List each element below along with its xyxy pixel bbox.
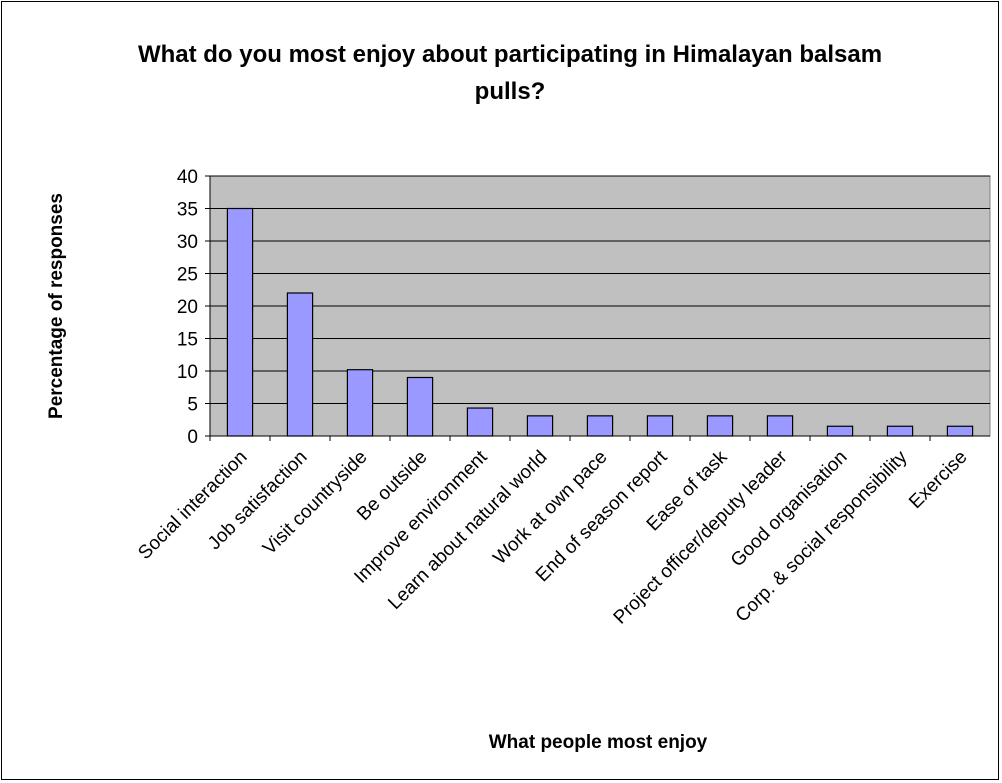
y-tick-label: 20 [177, 297, 198, 318]
bar [946, 425, 974, 437]
x-tick-label: Good organisation [727, 447, 852, 572]
y-tick-label: 40 [177, 167, 198, 188]
bar [226, 207, 254, 437]
bar [466, 407, 494, 437]
y-axis-label: Percentage of responses [46, 193, 67, 419]
x-axis-label: What people most enjoy [489, 732, 708, 753]
y-tick-label: 15 [177, 330, 198, 351]
bar [886, 425, 914, 437]
bar [526, 415, 554, 437]
x-tick-label: Exercise [905, 447, 971, 513]
y-tick-label: 25 [177, 265, 198, 286]
x-tick-label: Social interaction [134, 447, 251, 564]
chart-title: What do you most enjoy about participati… [137, 41, 883, 105]
y-tick-label: 10 [177, 362, 198, 383]
bar [646, 415, 674, 437]
bar [586, 415, 614, 437]
bar [286, 292, 314, 437]
x-tick-label: Work at own pace [489, 447, 611, 569]
bar [826, 425, 854, 437]
y-tick-label: 5 [187, 395, 198, 416]
bar [346, 369, 374, 437]
y-tick-label: 0 [187, 427, 198, 448]
x-tick-label: Visit countryside [259, 447, 371, 559]
y-tick-label: 35 [177, 200, 198, 221]
bar [766, 415, 794, 437]
y-tick-label: 30 [177, 232, 198, 253]
bar [706, 415, 734, 437]
bar [406, 376, 434, 437]
